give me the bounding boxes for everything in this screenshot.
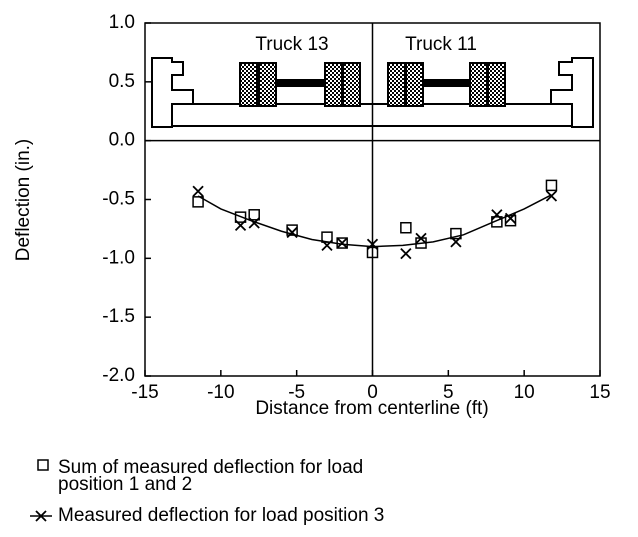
y-tick-label: -0.5 [102,189,135,210]
legend-label: Sum of measured deflection for load posi… [58,459,398,493]
x-tick-label: -5 [288,382,305,403]
annotation: Truck 13 [255,34,328,55]
y-tick-label: -1.5 [102,306,135,327]
x-marker [193,186,203,196]
x-tick-label: 5 [443,382,454,403]
legend-label: Measured deflection for load position 3 [58,507,398,524]
fit-line [198,195,551,247]
y-tick-label: 0.0 [109,130,135,151]
x-tick-label: -15 [131,382,158,403]
page: Truck 13 Truck 11 Deflection (in.) Dista… [0,0,638,537]
square-marker [401,223,411,233]
y-tick-label: 0.5 [109,71,135,92]
y-axis-label: Deflection (in.) [13,139,34,262]
x-tick-label: 0 [367,382,378,403]
y-tick-label: -1.0 [102,247,135,268]
y-tick-label: -2.0 [102,365,135,386]
square-marker [546,180,556,190]
square-marker [38,460,48,470]
x-tick-label: -10 [207,382,234,403]
x-tick-label: 10 [514,382,535,403]
annotation: Truck 11 [405,34,477,55]
x-marker [401,249,411,259]
x-tick-label: 15 [589,382,610,403]
y-tick-label: 1.0 [109,12,135,33]
